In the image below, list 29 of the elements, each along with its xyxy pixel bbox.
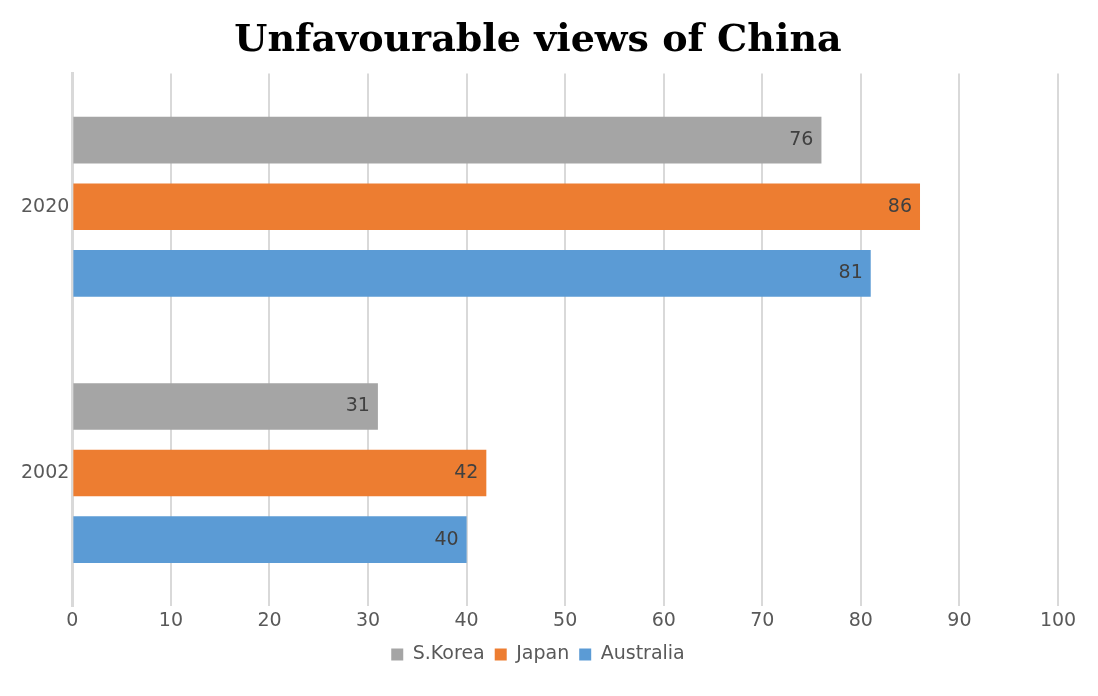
data-label: 31 [345, 393, 370, 416]
y-tick-label: 2020 [20, 193, 70, 216]
x-tick-label: 30 [355, 607, 381, 630]
legend-label: S.Korea [412, 641, 485, 664]
bar [73, 250, 871, 297]
bar [73, 449, 487, 497]
legend-label: Australia [600, 641, 685, 664]
x-tick-label: 100 [1039, 607, 1077, 630]
x-tick-label: 90 [947, 607, 972, 630]
bar [73, 516, 467, 563]
data-label: 76 [789, 127, 814, 150]
x-tick-label: 70 [750, 607, 775, 630]
y-tick-label: 2002 [20, 459, 70, 482]
x-tick-label: 0 [66, 607, 79, 630]
x-tick-label: 50 [553, 607, 578, 630]
x-tick-label: 10 [158, 607, 184, 630]
data-label: 81 [838, 260, 863, 283]
chart-title: Unfavourable views of China [234, 14, 842, 60]
data-label: 86 [887, 193, 913, 216]
bar [73, 116, 822, 164]
bar [73, 183, 921, 231]
bar [73, 383, 378, 430]
x-tick-label: 20 [257, 607, 282, 630]
x-tick-label: 80 [848, 607, 873, 630]
legend-label: Japan [515, 641, 570, 664]
x-tick-label: 60 [651, 607, 676, 630]
x-tick-label: 40 [454, 607, 479, 630]
data-label: 40 [434, 526, 459, 549]
data-label: 42 [454, 459, 479, 482]
